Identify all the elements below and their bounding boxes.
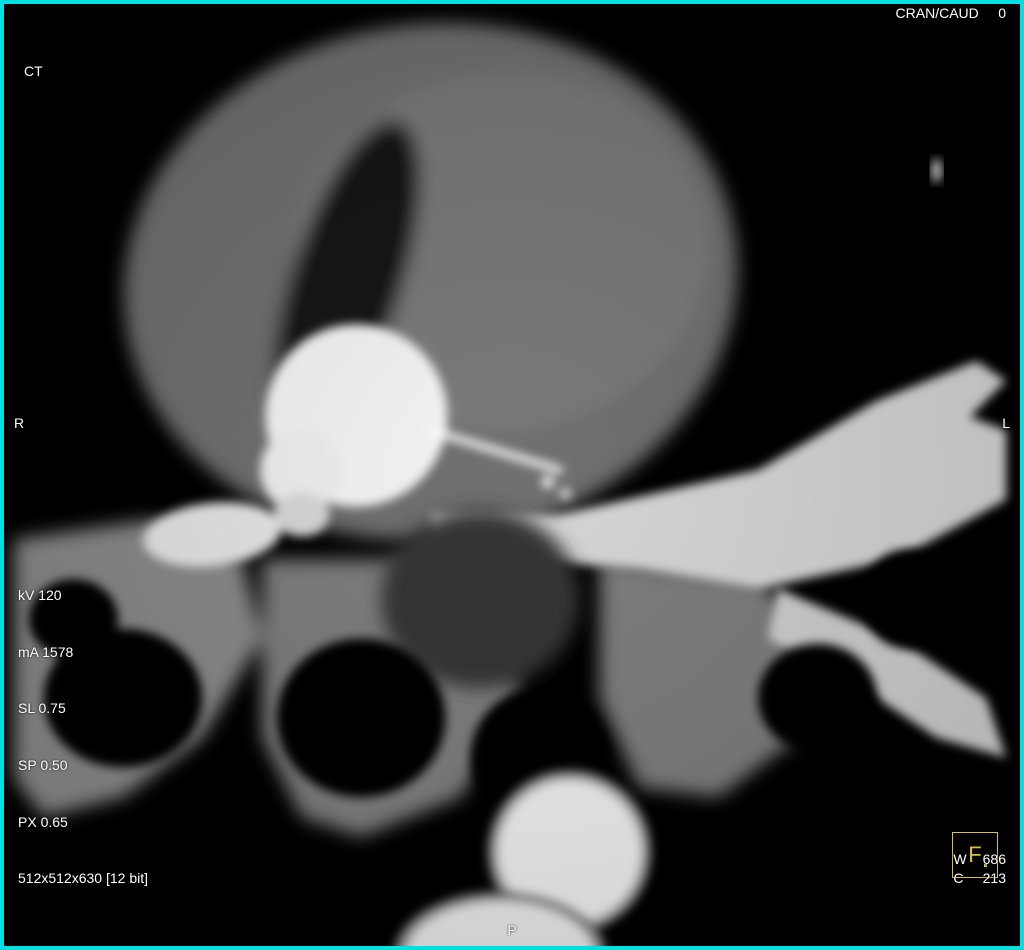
orientation-cube-letter: F — [968, 842, 981, 868]
dicom-viewport[interactable]: CRAN/CAUD 0 CT R L P kV 120 mA 1578 SL 0… — [0, 0, 1024, 950]
orientation-cube[interactable]: F — [952, 832, 998, 878]
orientation-cube-dot — [984, 864, 987, 867]
ct-slice-image — [4, 4, 1020, 946]
